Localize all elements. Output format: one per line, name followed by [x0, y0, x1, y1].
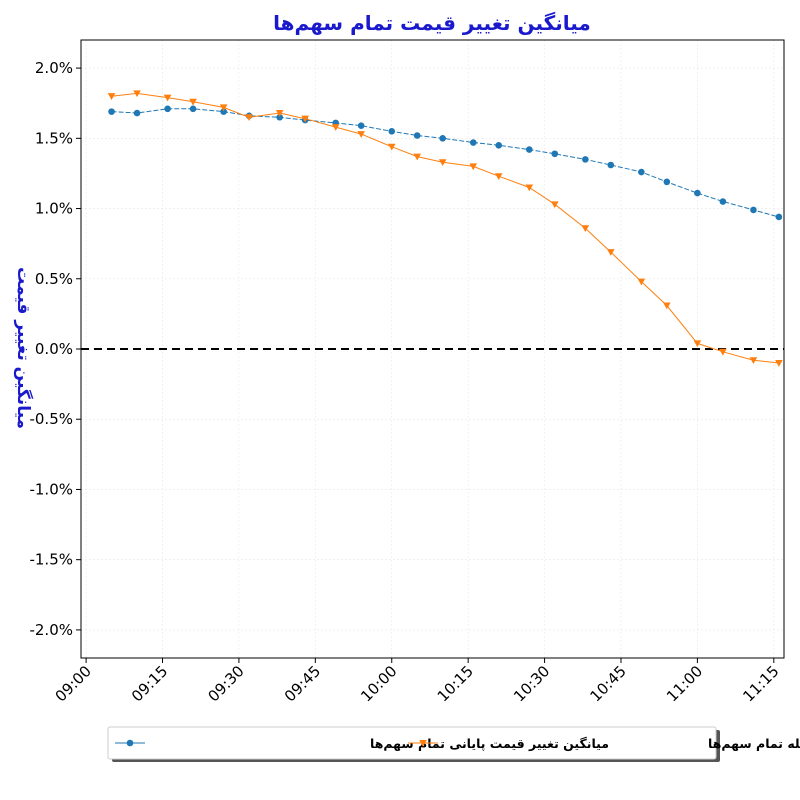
x-axis: 09:00 09:15 09:30 09:45 10:00 10:15 10:30 10:45…	[52, 658, 783, 705]
x-tick-label: 09:45	[281, 662, 324, 705]
data-point	[276, 113, 283, 121]
x-tick-label: 10:00	[357, 662, 400, 705]
data-point	[387, 143, 396, 151]
data-point	[693, 340, 702, 348]
series-layer	[107, 90, 783, 367]
data-point	[525, 146, 533, 153]
legend-label: میانگین تغییر قیمت آخرین معامله تمام سهم…	[708, 736, 800, 752]
data-point	[750, 206, 757, 214]
data-point	[525, 184, 534, 192]
y-tick-label: 1.5%	[35, 129, 73, 147]
data-point	[133, 109, 141, 117]
data-point	[413, 153, 422, 161]
data-point	[357, 131, 365, 138]
data-point	[220, 108, 227, 115]
data-point	[439, 135, 446, 142]
x-tick-label: 10:30	[510, 662, 553, 705]
x-tick-label: 11:00	[663, 662, 706, 705]
data-point	[694, 189, 701, 197]
x-tick-label: 09:30	[204, 662, 247, 705]
legend: میانگین تغییر قیمت پایانی تمام سهم‌ها میا…	[107, 726, 800, 762]
data-point	[775, 360, 783, 367]
data-point	[164, 105, 171, 113]
legend-marker	[126, 739, 134, 747]
legend-entry: میانگین تغییر قیمت آخرین معامله تمام سهم…	[408, 736, 800, 752]
data-point	[637, 278, 646, 286]
data-point	[582, 156, 589, 163]
legend-marker	[419, 740, 427, 747]
x-tick-label: 09:15	[128, 662, 171, 705]
data-point	[107, 93, 116, 100]
chart-title: میانگین تغییر قیمت تمام سهم‌ها	[273, 11, 591, 35]
x-tick-label: 10:15	[434, 662, 477, 705]
data-point	[581, 225, 590, 233]
data-point	[550, 201, 559, 209]
data-point	[413, 132, 421, 139]
series-line	[111, 92, 779, 364]
y-tick-label: 1.0%	[35, 200, 73, 218]
x-tick-label: 11:15	[739, 662, 782, 705]
data-point	[749, 357, 758, 365]
data-point	[663, 302, 671, 310]
data-point	[189, 98, 197, 106]
y-axis-label: میانگین تغییر قیمت	[13, 267, 34, 429]
y-axis: -2.0% -1.5% -1.0% -0.5% 0.0% 0.5% 1.0% 1.5% 2.0%	[29, 59, 81, 639]
data-point	[357, 122, 365, 129]
data-point	[495, 142, 503, 149]
y-tick-label: -1.5%	[29, 551, 73, 569]
data-point	[719, 198, 727, 205]
data-point	[388, 127, 396, 135]
data-point	[275, 110, 284, 117]
data-point	[469, 163, 478, 171]
series-2	[107, 90, 783, 367]
data-point	[775, 213, 783, 221]
data-point	[219, 104, 228, 112]
y-tick-label: -0.5%	[29, 410, 73, 428]
y-tick-label: 0.0%	[35, 340, 73, 358]
data-point	[301, 115, 309, 123]
series-1	[108, 105, 783, 221]
y-tick-label: 2.0%	[35, 59, 73, 77]
legend-entry: میانگین تغییر قیمت پایانی تمام سهم‌ها	[115, 736, 609, 752]
x-tick-label: 10:45	[587, 662, 630, 705]
x-tick-label: 09:00	[52, 662, 95, 705]
data-point	[719, 348, 727, 356]
legend-label: میانگین تغییر قیمت پایانی تمام سهم‌ها	[370, 736, 609, 752]
data-point	[469, 139, 477, 146]
data-point	[494, 173, 503, 181]
data-point	[438, 159, 447, 166]
data-point	[638, 168, 645, 176]
data-point	[663, 178, 671, 186]
data-point	[108, 108, 115, 115]
data-point	[163, 94, 172, 102]
y-tick-label: 0.5%	[35, 270, 73, 288]
y-tick-label: -2.0%	[29, 621, 73, 639]
data-point	[607, 161, 615, 169]
data-point	[606, 249, 615, 256]
data-point	[245, 114, 253, 122]
data-point	[331, 124, 340, 131]
data-point	[133, 90, 141, 98]
y-tick-label: -1.0%	[29, 480, 73, 498]
data-point	[551, 150, 559, 158]
data-point	[189, 105, 197, 113]
